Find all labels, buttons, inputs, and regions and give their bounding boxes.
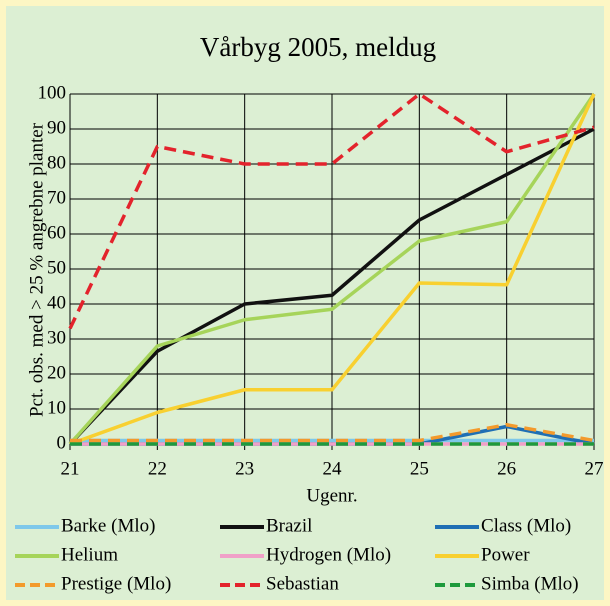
x-tick-label: 23 xyxy=(235,458,254,479)
legend-label: Helium xyxy=(61,544,118,565)
chart-title: Vårbyg 2005, meldug xyxy=(200,32,436,62)
y-tick-label: 100 xyxy=(38,82,67,103)
x-axis-label: Ugenr. xyxy=(306,485,357,506)
y-tick-label: 70 xyxy=(47,187,66,208)
y-tick-label: 80 xyxy=(47,152,66,173)
x-tick-label: 24 xyxy=(323,458,343,479)
legend-label: Simba (Mlo) xyxy=(481,573,579,594)
panel xyxy=(6,6,604,600)
series-line xyxy=(70,423,595,443)
legend-label: Brazil xyxy=(266,515,312,536)
y-tick-label: 0 xyxy=(57,432,67,453)
legend-label: Sebastian xyxy=(266,573,339,594)
y-tick-label: 30 xyxy=(47,327,66,348)
legend-label: Hydrogen (Mlo) xyxy=(266,544,391,565)
x-tick-label: 25 xyxy=(410,458,429,479)
series-line xyxy=(69,93,596,446)
series-line xyxy=(68,127,595,446)
x-tick-label: 26 xyxy=(497,458,516,479)
y-tick-label: 40 xyxy=(47,292,66,313)
series-line xyxy=(68,93,596,446)
legend-label: Class (Mlo) xyxy=(481,515,571,536)
y-tick-label: 10 xyxy=(47,397,66,418)
x-tick-label: 21 xyxy=(61,458,80,479)
y-tick-label: 90 xyxy=(47,117,66,138)
series-line xyxy=(68,92,595,330)
y-tick-label: 20 xyxy=(47,362,66,383)
y-tick-label: 60 xyxy=(47,222,66,243)
y-axis-label: Pct. obs. med > 25 % angrebne planter xyxy=(26,122,47,417)
x-tick-label: 22 xyxy=(148,458,167,479)
legend-label: Barke (Mlo) xyxy=(61,515,155,536)
x-tick-label: 27 xyxy=(585,458,604,479)
legend-label: Power xyxy=(481,544,530,565)
legend-label: Prestige (Mlo) xyxy=(61,573,171,594)
y-tick-label: 50 xyxy=(47,257,66,278)
